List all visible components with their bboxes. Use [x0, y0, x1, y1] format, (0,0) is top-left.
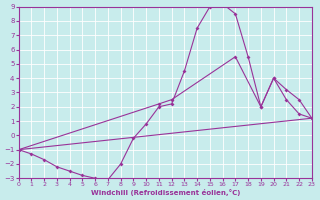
X-axis label: Windchill (Refroidissement éolien,°C): Windchill (Refroidissement éolien,°C): [91, 189, 240, 196]
